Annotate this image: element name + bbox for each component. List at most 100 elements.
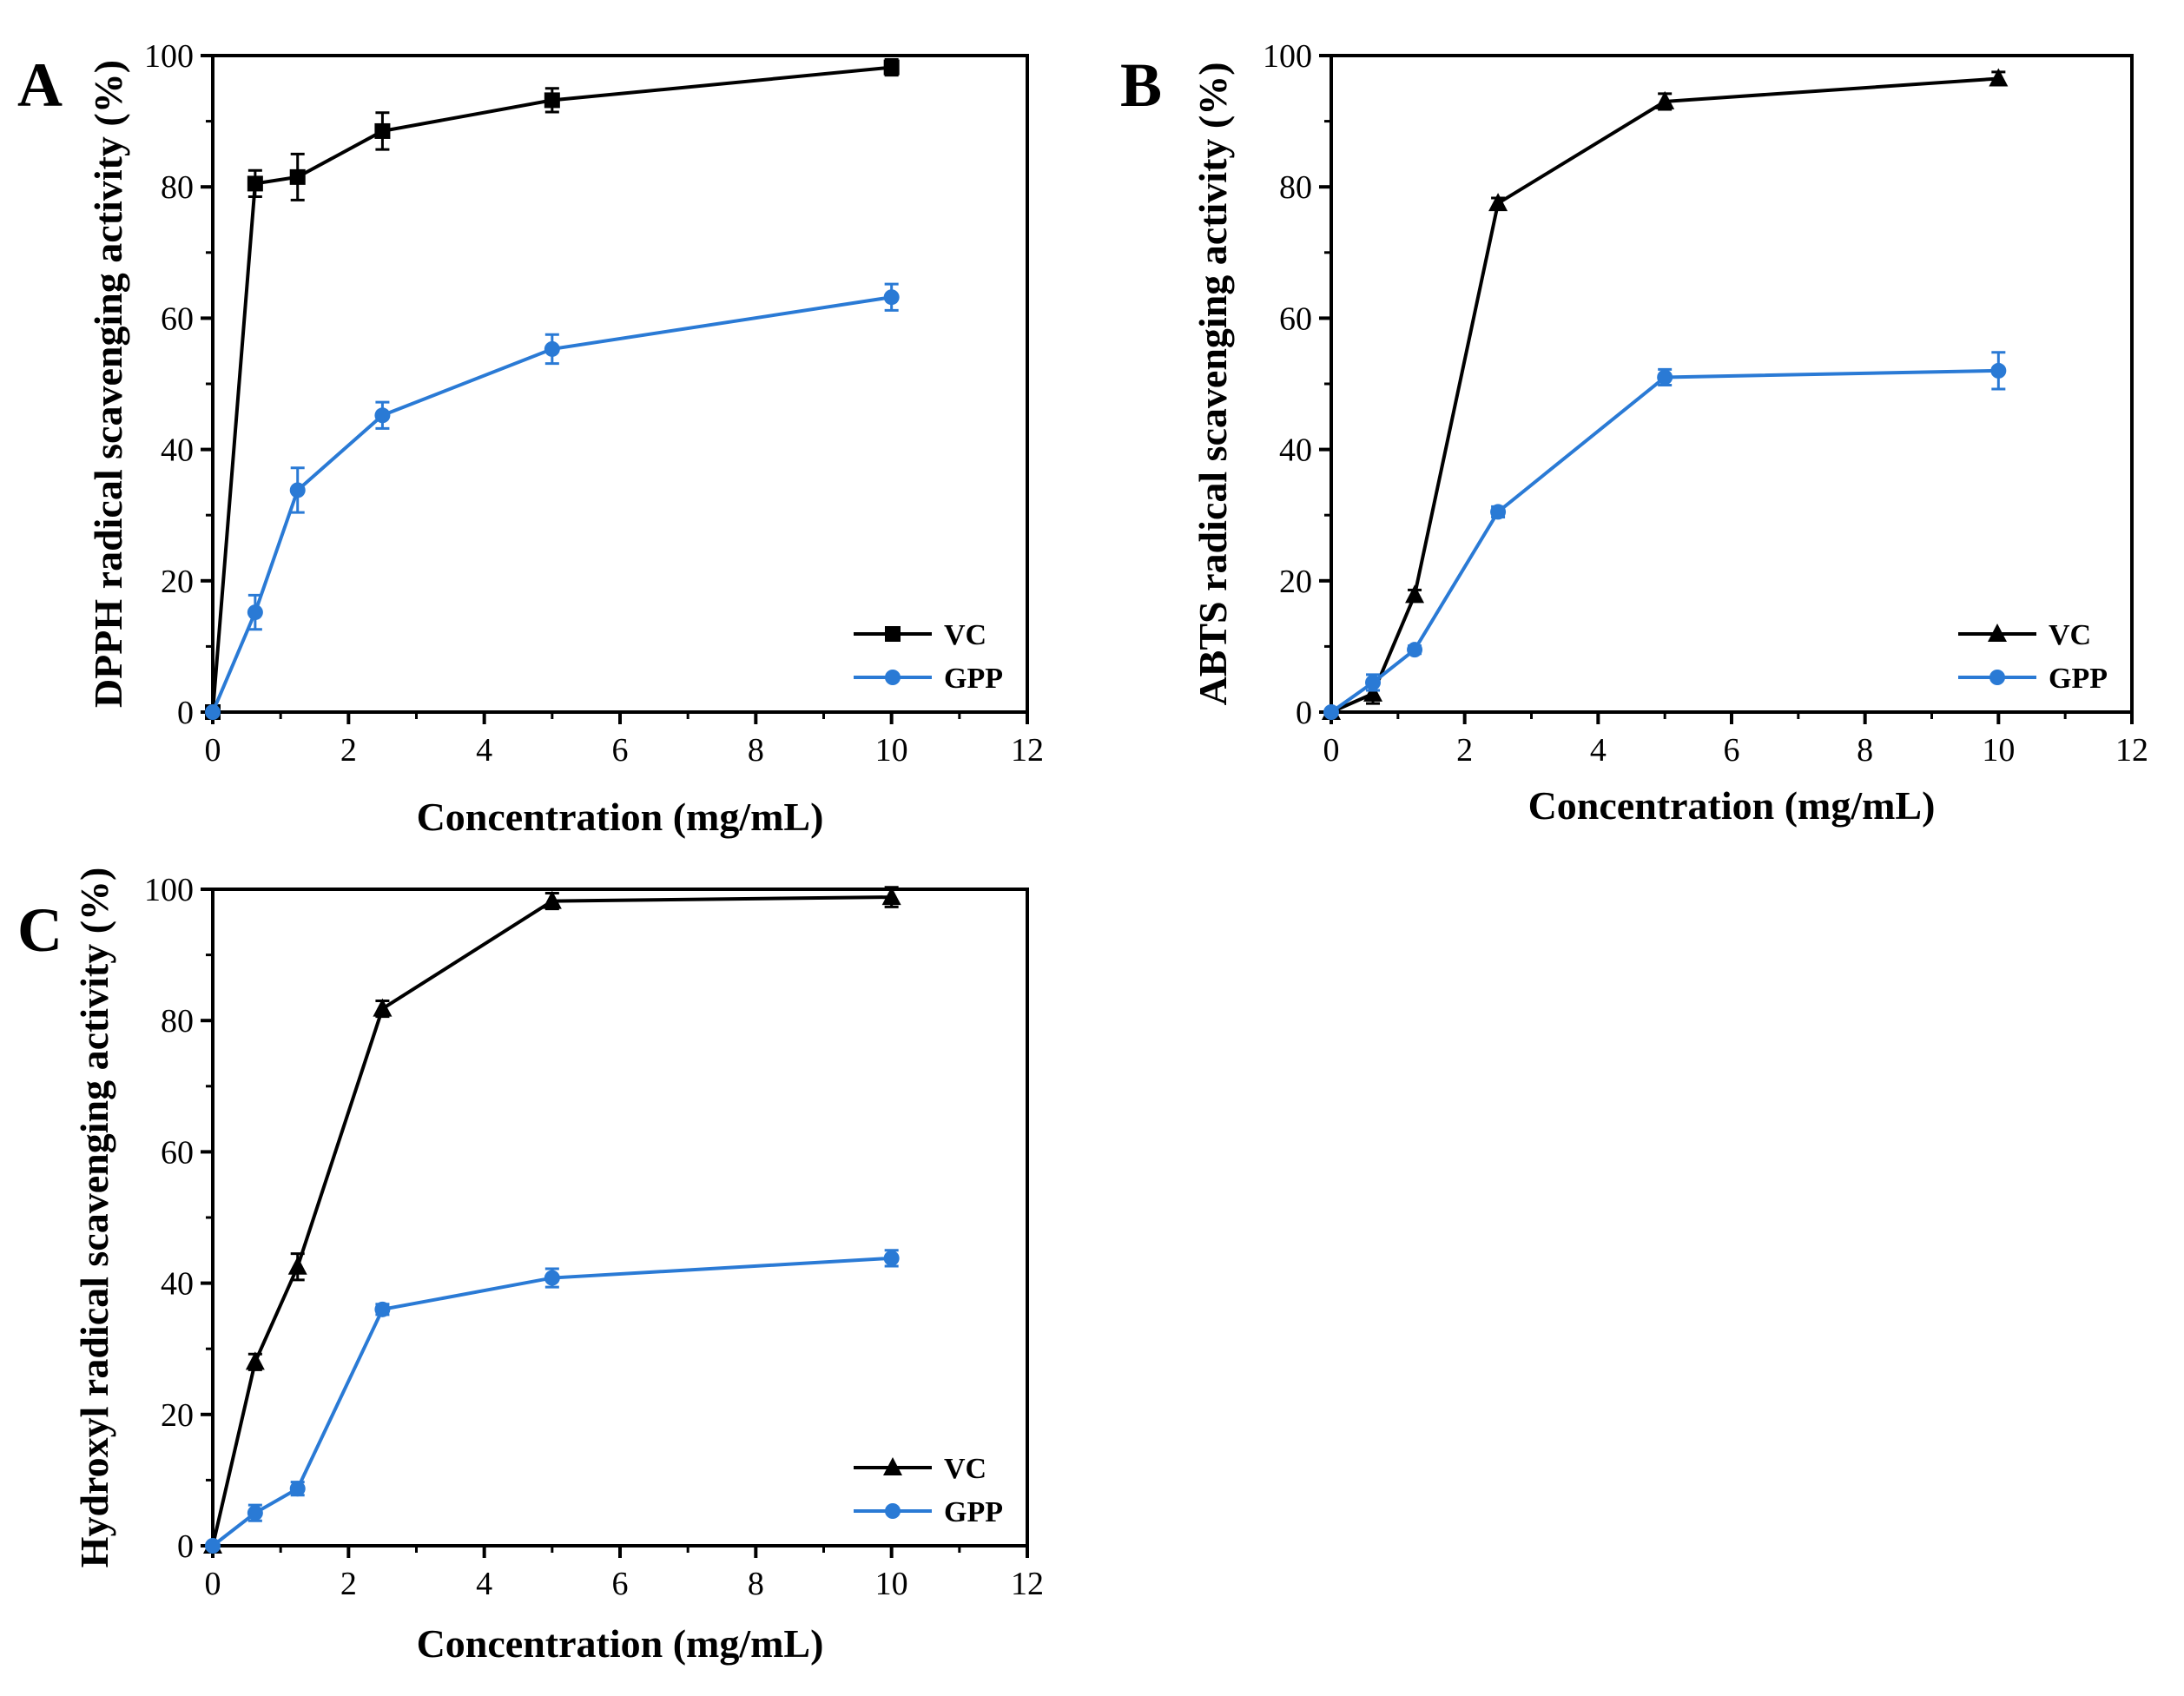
- y-tick-label: 20: [161, 1397, 194, 1434]
- x-tick-label: 8: [1857, 732, 1873, 769]
- x-tick-label: 12: [2115, 732, 2148, 769]
- y-tick-label: 40: [1279, 432, 1312, 469]
- x-axis-title: Concentration (mg/mL): [417, 795, 824, 839]
- x-tick-label: 6: [612, 1566, 629, 1602]
- x-tick-label: 6: [612, 732, 629, 769]
- x-tick-label: 12: [1011, 732, 1044, 769]
- x-tick-label: 12: [1011, 1566, 1044, 1602]
- data-point: [1989, 68, 2009, 87]
- y-axis-title: ABTS radical scavenging activity (%): [1191, 62, 1235, 705]
- plot-frame: [211, 54, 1029, 714]
- data-point: [247, 175, 263, 192]
- y-tick-label: 80: [161, 169, 194, 206]
- x-tick-label: 6: [1724, 732, 1740, 769]
- legend-marker: [1989, 670, 2005, 685]
- data-point: [374, 1301, 391, 1317]
- x-tick-label: 10: [875, 732, 908, 769]
- data-point: [289, 482, 306, 498]
- data-point: [881, 887, 901, 906]
- legend-label: GPP: [944, 1496, 1003, 1528]
- y-axis-title: Hydroxyl radical scavenging activity (%): [72, 868, 116, 1568]
- series-gpp: [205, 1249, 900, 1554]
- x-tick-label: 4: [476, 1566, 492, 1602]
- x-axis-title: Concentration (mg/mL): [417, 1621, 824, 1666]
- legend-marker: [883, 1457, 902, 1475]
- legend-item-gpp: GPP: [854, 1496, 1003, 1528]
- legend-marker: [885, 1503, 901, 1519]
- y-tick-label: 100: [1263, 38, 1312, 75]
- y-tick-label: 100: [144, 38, 194, 75]
- data-point: [544, 92, 560, 109]
- series-line: [211, 895, 892, 1547]
- series-line: [211, 65, 892, 713]
- y-tick-label: 60: [161, 300, 194, 337]
- x-tick-label: 2: [340, 732, 357, 769]
- legend-item-vc: VC: [854, 1453, 986, 1485]
- data-point: [1405, 584, 1425, 604]
- plot-frame: [211, 888, 1029, 1548]
- legend-item-gpp: GPP: [1958, 663, 2108, 695]
- data-point: [1990, 362, 2007, 379]
- x-tick-label: 2: [340, 1566, 357, 1602]
- series-line: [211, 1256, 892, 1548]
- y-tick-label: 80: [161, 1003, 194, 1039]
- y-tick-label: 40: [161, 432, 194, 469]
- plot-frame: [1330, 54, 2134, 714]
- legend-label: VC: [2049, 619, 2091, 651]
- y-tick-label: 20: [161, 564, 194, 600]
- y-tick-label: 20: [1279, 564, 1312, 600]
- y-axis-title: DPPH radical scavenging activity (%): [86, 60, 130, 708]
- legend-label: GPP: [944, 663, 1003, 695]
- series-line: [1330, 76, 1999, 714]
- y-tick-label: 0: [1296, 695, 1312, 731]
- x-tick-label: 0: [205, 1566, 221, 1602]
- data-point: [374, 407, 391, 424]
- panel-label: C: [17, 895, 63, 965]
- legend-item-vc: VC: [1958, 619, 2091, 651]
- series-vc: [1322, 68, 2009, 720]
- y-tick-label: 80: [1279, 169, 1312, 206]
- y-tick-label: 0: [177, 1528, 194, 1565]
- x-tick-label: 0: [205, 732, 221, 769]
- x-tick-label: 4: [1590, 732, 1607, 769]
- legend-label: VC: [944, 619, 986, 651]
- data-point: [205, 704, 221, 720]
- legend-item-vc: VC: [854, 619, 986, 651]
- x-tick-label: 10: [1982, 732, 2015, 769]
- chart-panel-b: B 0 2 4 6 8 10 12 0 20 40 60 80 100 Concentration (mg/…: [1120, 38, 2148, 828]
- series-vc: [205, 58, 900, 720]
- data-point: [1655, 90, 1675, 109]
- data-point: [289, 1481, 306, 1497]
- data-point: [374, 122, 391, 139]
- panel-label: B: [1120, 50, 1162, 120]
- data-point: [1363, 683, 1383, 702]
- x-tick-label: 0: [1323, 732, 1340, 769]
- data-point: [1365, 674, 1382, 690]
- legend-label: GPP: [2049, 663, 2108, 695]
- x-tick-label: 4: [476, 732, 492, 769]
- data-point: [1323, 704, 1339, 720]
- data-point: [1657, 369, 1673, 386]
- legend-label: VC: [944, 1453, 986, 1485]
- data-point: [1488, 193, 1508, 212]
- y-tick-label: 100: [144, 872, 194, 908]
- data-point: [289, 168, 306, 185]
- panel-label: A: [17, 50, 63, 120]
- y-tick-label: 60: [1279, 300, 1312, 337]
- series-line: [211, 295, 892, 713]
- chart-panel-a: A 0 2 4 6 8 10 12 0 20 40 60 80 100 Concentration (mg/…: [17, 38, 1044, 839]
- y-tick-label: 40: [161, 1266, 194, 1303]
- data-point: [544, 340, 560, 357]
- data-point: [883, 289, 900, 306]
- x-axis-title: Concentration (mg/mL): [1528, 783, 1936, 828]
- data-point: [1490, 504, 1507, 520]
- legend-marker: [885, 626, 901, 642]
- data-point: [247, 1505, 263, 1521]
- series-gpp: [205, 282, 900, 720]
- data-point: [205, 1538, 221, 1554]
- data-point: [883, 59, 900, 76]
- data-point: [544, 1270, 560, 1286]
- data-point: [1407, 642, 1423, 658]
- x-tick-label: 2: [1456, 732, 1473, 769]
